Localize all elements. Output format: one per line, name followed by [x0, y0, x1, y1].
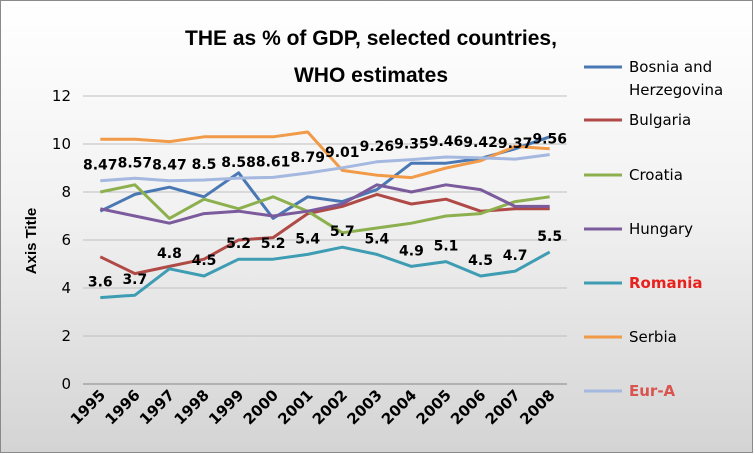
series-line-romania [100, 245, 551, 300]
data-label: 8.57 [118, 155, 153, 171]
y-tick-label: 2 [61, 327, 71, 345]
x-tick-label: 2000 [240, 386, 282, 428]
gridlines [83, 95, 567, 385]
y-tick-label: 6 [61, 231, 71, 249]
x-tick-label: 1995 [67, 386, 109, 428]
data-label: 9.46 [429, 134, 464, 150]
data-label: 5.4 [364, 231, 389, 247]
series-line-hungary [99, 183, 550, 225]
data-label: 4.8 [157, 246, 182, 262]
series-lines [99, 130, 551, 300]
x-tick-label: 1999 [205, 386, 247, 428]
x-tick-label: 2008 [516, 386, 558, 428]
x-tick-label: 1996 [101, 386, 143, 428]
x-tick-label: 2005 [413, 386, 455, 428]
series-line-eur-a [100, 153, 550, 183]
y-tick-label: 8 [61, 183, 71, 201]
series-line-bulgaria [99, 192, 550, 276]
legend-label-serbia: Serbia [629, 328, 677, 346]
y-tick-label: 4 [61, 279, 71, 297]
legend-label-bosnia-and-herzegovina: Herzegovina [629, 81, 723, 99]
chart-title-line-1: THE as % of GDP, selected countries, [185, 27, 557, 50]
data-label: 5.7 [330, 224, 355, 240]
data-label: 5.4 [295, 231, 320, 247]
y-tick-label: 0 [61, 375, 71, 393]
data-label: 5.2 [261, 236, 286, 252]
x-tick-label: 2004 [378, 386, 420, 428]
data-label: 4.9 [399, 243, 424, 259]
series-line-serbia [100, 130, 550, 180]
data-label: 8.47 [152, 158, 187, 174]
x-tick-label: 2001 [274, 386, 316, 428]
x-tick-label: 1998 [171, 386, 213, 428]
data-label: 8.58 [221, 155, 256, 171]
data-label: 8.5 [192, 157, 217, 173]
x-tick-label: 2006 [447, 386, 489, 428]
data-label: 3.7 [122, 272, 147, 288]
data-label: 9.01 [325, 145, 360, 161]
legend-label-romania: Romania [629, 274, 703, 292]
data-label: 3.6 [88, 275, 113, 291]
legend-label-eur-a: Eur-A [629, 382, 676, 400]
data-label: 9.26 [360, 139, 395, 155]
chart-title-line-2: WHO estimates [294, 64, 448, 87]
data-label: 9.35 [394, 137, 429, 153]
data-label: 9.56 [532, 132, 567, 148]
y-tick-label: 10 [52, 135, 71, 153]
y-tick-label: 12 [52, 87, 71, 105]
x-tick-label: 1997 [136, 386, 178, 428]
data-label: 8.79 [290, 150, 325, 166]
y-axis-ticks: 0 2 4 6 8 10 12 [52, 87, 71, 393]
x-tick-label: 2007 [482, 386, 524, 428]
x-axis-ticks: 1995199619971998199920002001200220032004… [67, 386, 559, 428]
series-line-croatia [99, 183, 550, 235]
x-tick-label: 2003 [343, 386, 385, 428]
data-label: 8.47 [83, 158, 118, 174]
data-label: 8.61 [256, 154, 291, 170]
data-label: 9.42 [463, 135, 498, 151]
legend-label-croatia: Croatia [629, 166, 683, 184]
data-label: 5.1 [434, 239, 459, 255]
data-label: 5.2 [226, 236, 251, 252]
legend-label-bulgaria: Bulgaria [629, 111, 691, 129]
data-label: 4.5 [468, 253, 493, 269]
x-tick-label: 2002 [309, 386, 351, 428]
data-label: 5.5 [537, 229, 562, 245]
data-label: 4.5 [192, 253, 217, 269]
legend-label-hungary: Hungary [629, 220, 693, 238]
y-axis-title: Axis Title [23, 208, 40, 274]
data-label: 4.7 [503, 248, 528, 264]
legend: Bosnia and Herzegovina Bulgaria Croatia Hung… [584, 58, 723, 400]
data-label: 9.37 [498, 136, 533, 152]
legend-label-bosnia-and-herzegovina: Bosnia and [629, 58, 712, 76]
data-labels: 3.6 3.7 4.8 4.5 5.2 5.2 5.4 5.7 5.4 4.9 5.1 4.5 4.7 5… [83, 132, 567, 291]
